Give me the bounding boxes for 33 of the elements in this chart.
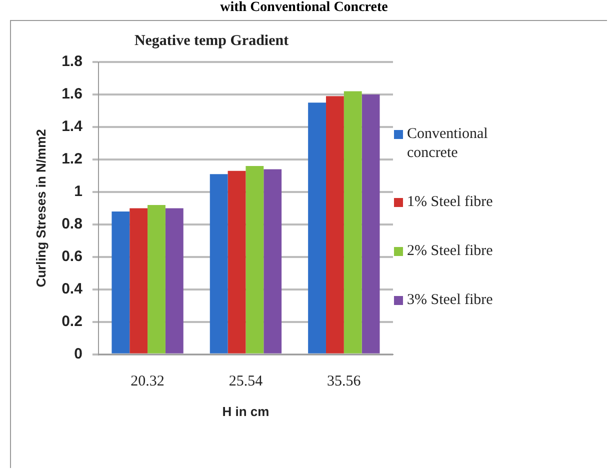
legend-label: Conventional concrete xyxy=(407,125,489,163)
x-tick-label: 35.56 xyxy=(327,373,362,390)
text: with Conventional Concrete xyxy=(219,0,389,16)
x-axis-title: H in cm xyxy=(222,404,270,419)
x-tick-label: 20.32 xyxy=(130,373,164,390)
y-tick-label: 0.8 xyxy=(62,216,82,233)
y-tick-label: 1.2 xyxy=(62,150,82,168)
bar xyxy=(148,204,166,354)
bar xyxy=(210,174,228,354)
y-tick-label: 1.8 xyxy=(62,53,82,70)
bar xyxy=(264,169,282,354)
legend-label: 2% Steel fibre xyxy=(407,242,494,261)
bar xyxy=(246,166,264,354)
bar xyxy=(228,170,246,354)
y-tick-label: 1.4 xyxy=(62,118,84,136)
bar xyxy=(326,96,344,354)
y-tick-label: 0 xyxy=(74,346,82,363)
bar xyxy=(165,208,184,354)
y-tick-label: 0.6 xyxy=(62,248,82,266)
chart-title: Negative temp Gradient xyxy=(134,32,289,49)
bar xyxy=(130,208,148,354)
x-tick-label: 25.54 xyxy=(228,373,264,390)
y-tick-label: 0.4 xyxy=(62,280,84,298)
bar xyxy=(344,91,362,354)
y-axis-title: Curling Streses in N/mm2 xyxy=(33,129,48,288)
y-tick-label: 1 xyxy=(74,183,82,200)
legend-label: 1% Steel fibre xyxy=(407,193,494,212)
bar xyxy=(362,94,380,354)
bar xyxy=(308,102,326,354)
y-tick-label: 1.6 xyxy=(62,86,82,103)
bar xyxy=(112,211,130,354)
legend-label: 3% Steel fibre xyxy=(407,291,494,310)
y-tick-label: 0.2 xyxy=(62,313,82,330)
